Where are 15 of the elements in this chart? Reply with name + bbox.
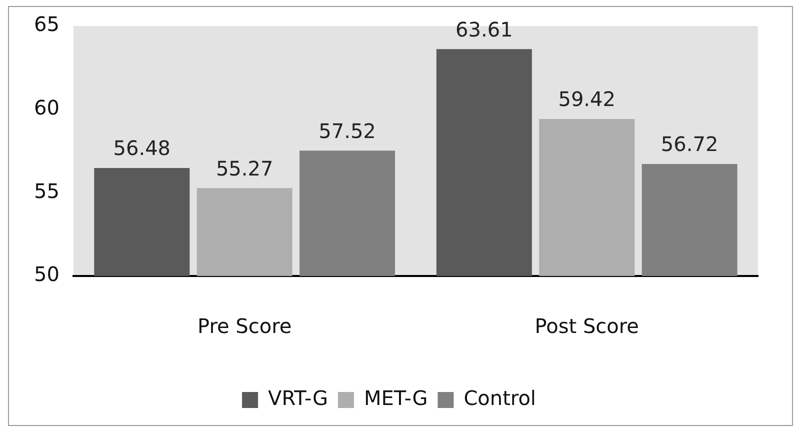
- y-tick-label: 60: [34, 96, 60, 120]
- y-tick-label: 50: [34, 262, 60, 286]
- y-tick-label: 65: [34, 12, 60, 36]
- y-tick-label: 55: [34, 178, 60, 203]
- legend-label: MET-G: [364, 386, 428, 410]
- data-label: 55.27: [216, 156, 274, 180]
- x-tick-label: Post Score: [534, 314, 639, 338]
- data-label: 56.72: [660, 132, 718, 156]
- x-tick-label: Pre Score: [198, 314, 292, 338]
- data-label: 59.42: [558, 87, 616, 112]
- legend-label: VRT-G: [268, 386, 328, 410]
- legend-label: Control: [464, 386, 536, 410]
- data-label: 57.52: [318, 118, 376, 143]
- data-label: 56.48: [113, 136, 171, 160]
- data-label: 63.61: [456, 17, 513, 42]
